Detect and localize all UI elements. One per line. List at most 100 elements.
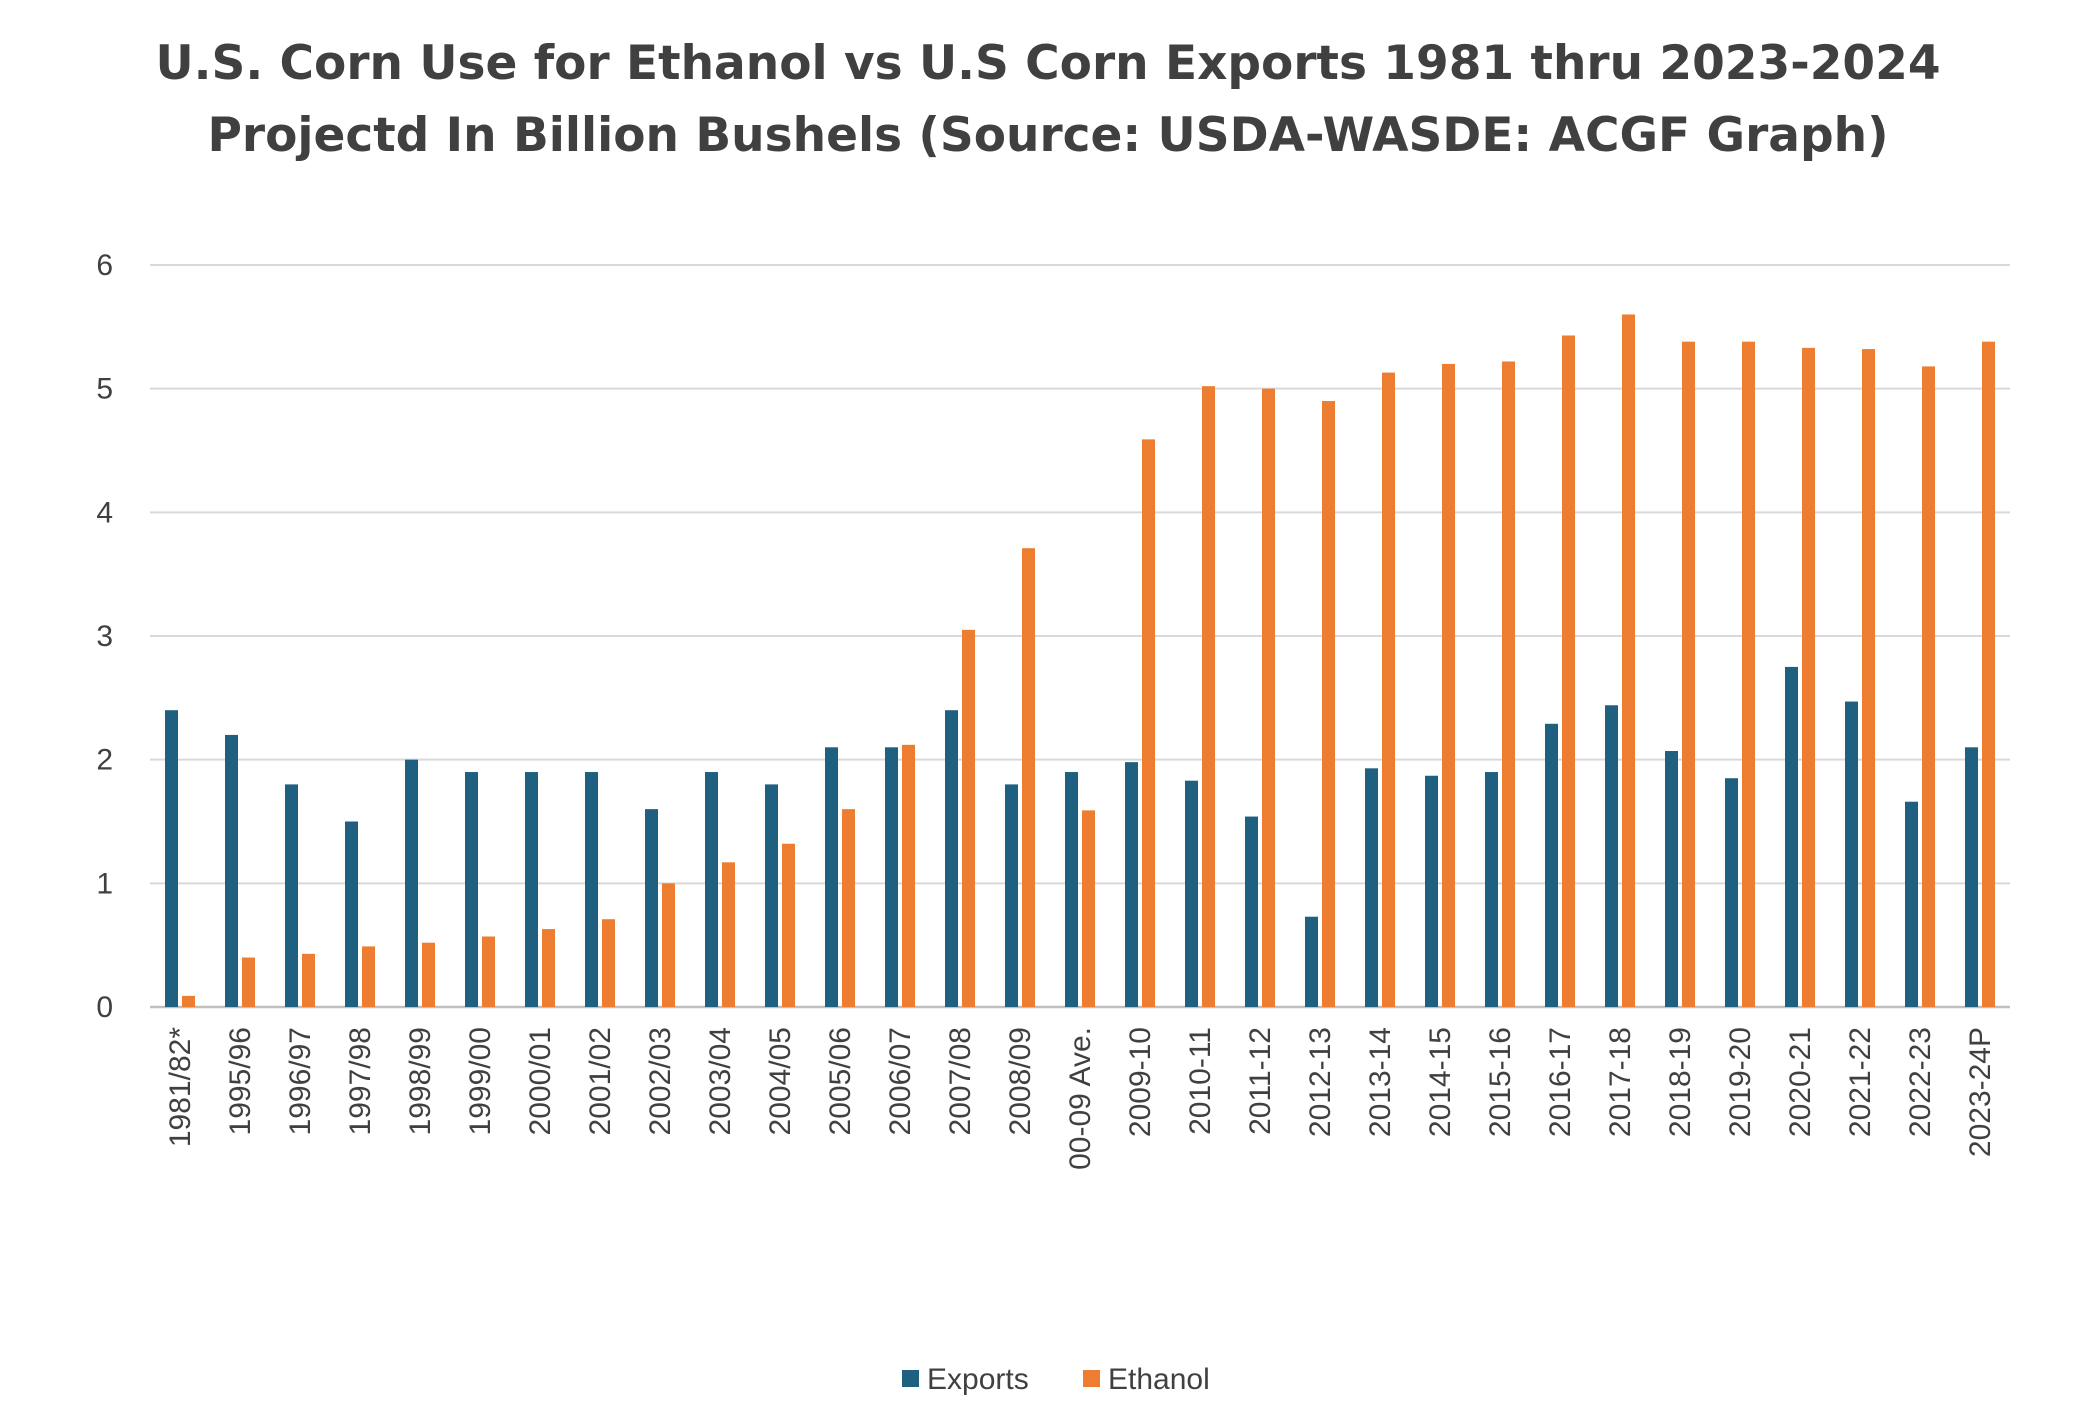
bar-ethanol-2007/08 xyxy=(962,629,975,1007)
x-tick-label: 2008/09 xyxy=(1004,1027,1037,1135)
x-tick-label: 2001/02 xyxy=(584,1027,617,1135)
bar-ethanol-2018-19 xyxy=(1682,341,1695,1007)
x-tick-label: 2000/01 xyxy=(524,1027,557,1135)
bar-exports-2012-13 xyxy=(1305,916,1318,1007)
bar-exports-2000/01 xyxy=(525,772,538,1007)
x-tick-label: 2007/08 xyxy=(944,1027,977,1135)
bar-exports-2005/06 xyxy=(825,747,838,1007)
bar-exports-2013-14 xyxy=(1365,768,1378,1007)
bar-ethanol-1995/96 xyxy=(242,957,255,1007)
bar-ethanol-00-09 Ave. xyxy=(1082,810,1095,1007)
bar-ethanol-1999/00 xyxy=(482,936,495,1007)
bar-exports-2002/03 xyxy=(645,809,658,1007)
bar-exports-2023-24P xyxy=(1965,747,1978,1007)
x-tick-label: 1997/98 xyxy=(344,1027,377,1135)
x-tick-label: 00-09 Ave. xyxy=(1064,1027,1097,1170)
bar-exports-2003/04 xyxy=(705,772,718,1007)
bar-ethanol-2022-23 xyxy=(1922,366,1935,1007)
bar-exports-2008/09 xyxy=(1005,784,1018,1007)
bar-ethanol-1981/82* xyxy=(182,995,195,1007)
x-tick-label: 2010-11 xyxy=(1184,1027,1217,1135)
bar-ethanol-2017-18 xyxy=(1622,314,1635,1007)
bar-ethanol-2004/05 xyxy=(782,843,795,1007)
bar-ethanol-2002/03 xyxy=(662,883,675,1007)
bar-ethanol-2012-13 xyxy=(1322,401,1335,1007)
legend: Exports Ethanol xyxy=(902,1363,1210,1396)
bar-ethanol-2021-22 xyxy=(1862,349,1875,1007)
chart-title: U.S. Corn Use for Ethanol vs U.S Corn Ex… xyxy=(155,36,1941,163)
x-tick-label: 2006/07 xyxy=(884,1027,917,1135)
bars xyxy=(165,314,1995,1008)
bar-ethanol-2019-20 xyxy=(1742,341,1755,1007)
x-tick-label: 2009-10 xyxy=(1124,1027,1157,1137)
bar-exports-1996/97 xyxy=(285,784,298,1007)
bar-exports-2017-18 xyxy=(1605,705,1618,1007)
bar-ethanol-2010-11 xyxy=(1202,386,1215,1007)
x-tick-label: 2017-18 xyxy=(1604,1027,1637,1137)
bar-exports-2010-11 xyxy=(1185,780,1198,1007)
bar-exports-2004/05 xyxy=(765,784,778,1007)
x-tick-label: 2022-23 xyxy=(1904,1027,1937,1137)
bar-ethanol-2016-17 xyxy=(1562,335,1575,1007)
x-tick-label: 1996/97 xyxy=(284,1027,317,1135)
x-tick-label: 1981/82* xyxy=(164,1027,197,1147)
y-tick-label: 3 xyxy=(96,620,113,653)
bar-ethanol-2015-16 xyxy=(1502,361,1515,1008)
bar-exports-1999/00 xyxy=(465,772,478,1007)
bar-ethanol-1996/97 xyxy=(302,953,315,1007)
x-tick-label: 2018-19 xyxy=(1664,1027,1697,1137)
x-tick-label: 2012-13 xyxy=(1304,1027,1337,1137)
legend-swatch-exports xyxy=(902,1370,919,1387)
bar-ethanol-2006/07 xyxy=(902,744,915,1007)
bar-exports-2018-19 xyxy=(1665,751,1678,1007)
y-tick-label: 0 xyxy=(96,991,113,1024)
bar-ethanol-2009-10 xyxy=(1142,439,1155,1007)
bar-exports-00-09 Ave. xyxy=(1065,772,1078,1007)
x-tick-label: 2014-15 xyxy=(1424,1027,1457,1137)
bar-ethanol-1997/98 xyxy=(362,946,375,1007)
x-tick-label: 1995/96 xyxy=(224,1027,257,1135)
bar-exports-2009-10 xyxy=(1125,762,1138,1007)
bar-exports-2007/08 xyxy=(945,710,958,1007)
x-tick-label: 2016-17 xyxy=(1544,1027,1577,1137)
x-tick-label: 2002/03 xyxy=(644,1027,677,1135)
x-tick-label: 1999/00 xyxy=(464,1027,497,1135)
x-tick-label: 2023-24P xyxy=(1964,1027,1997,1157)
bar-exports-2001/02 xyxy=(585,772,598,1007)
bar-ethanol-2023-24P xyxy=(1982,341,1995,1007)
bar-exports-2011-12 xyxy=(1245,816,1258,1007)
bar-exports-2015-16 xyxy=(1485,772,1498,1007)
x-axis-ticks: 1981/82* 1995/96 1996/97 1997/98 1998/99 1999… xyxy=(164,1027,1997,1170)
y-tick-label: 6 xyxy=(96,249,113,282)
x-tick-label: 1998/99 xyxy=(404,1027,437,1135)
bar-exports-2019-20 xyxy=(1725,778,1738,1007)
x-tick-label: 2015-16 xyxy=(1484,1027,1517,1137)
x-tick-label: 2020-21 xyxy=(1784,1027,1817,1137)
bar-exports-1998/99 xyxy=(405,759,418,1007)
legend-swatch-ethanol xyxy=(1083,1370,1100,1387)
bar-ethanol-2001/02 xyxy=(602,919,615,1007)
bar-exports-2020-21 xyxy=(1785,666,1798,1007)
bar-ethanol-2008/09 xyxy=(1022,548,1035,1007)
x-tick-label: 2003/04 xyxy=(704,1027,737,1135)
bar-ethanol-2011-12 xyxy=(1262,388,1275,1008)
y-tick-label: 4 xyxy=(96,496,113,529)
bar-exports-2006/07 xyxy=(885,747,898,1007)
bar-exports-1995/96 xyxy=(225,734,238,1007)
bar-exports-2014-15 xyxy=(1425,775,1438,1007)
x-tick-label: 2011-12 xyxy=(1244,1027,1277,1135)
bar-ethanol-2013-14 xyxy=(1382,372,1395,1008)
bar-ethanol-2005/06 xyxy=(842,809,855,1007)
bar-exports-2022-23 xyxy=(1905,801,1918,1007)
legend-label-exports: Exports xyxy=(927,1363,1029,1396)
y-tick-label: 5 xyxy=(96,373,113,406)
x-tick-label: 2004/05 xyxy=(764,1027,797,1135)
bar-ethanol-2020-21 xyxy=(1802,347,1815,1007)
bar-exports-2016-17 xyxy=(1545,723,1558,1007)
bar-exports-2021-22 xyxy=(1845,701,1858,1007)
legend-label-ethanol: Ethanol xyxy=(1108,1363,1210,1396)
bar-ethanol-1998/99 xyxy=(422,942,435,1007)
bar-ethanol-2014-15 xyxy=(1442,363,1455,1007)
y-tick-label: 1 xyxy=(96,867,113,900)
